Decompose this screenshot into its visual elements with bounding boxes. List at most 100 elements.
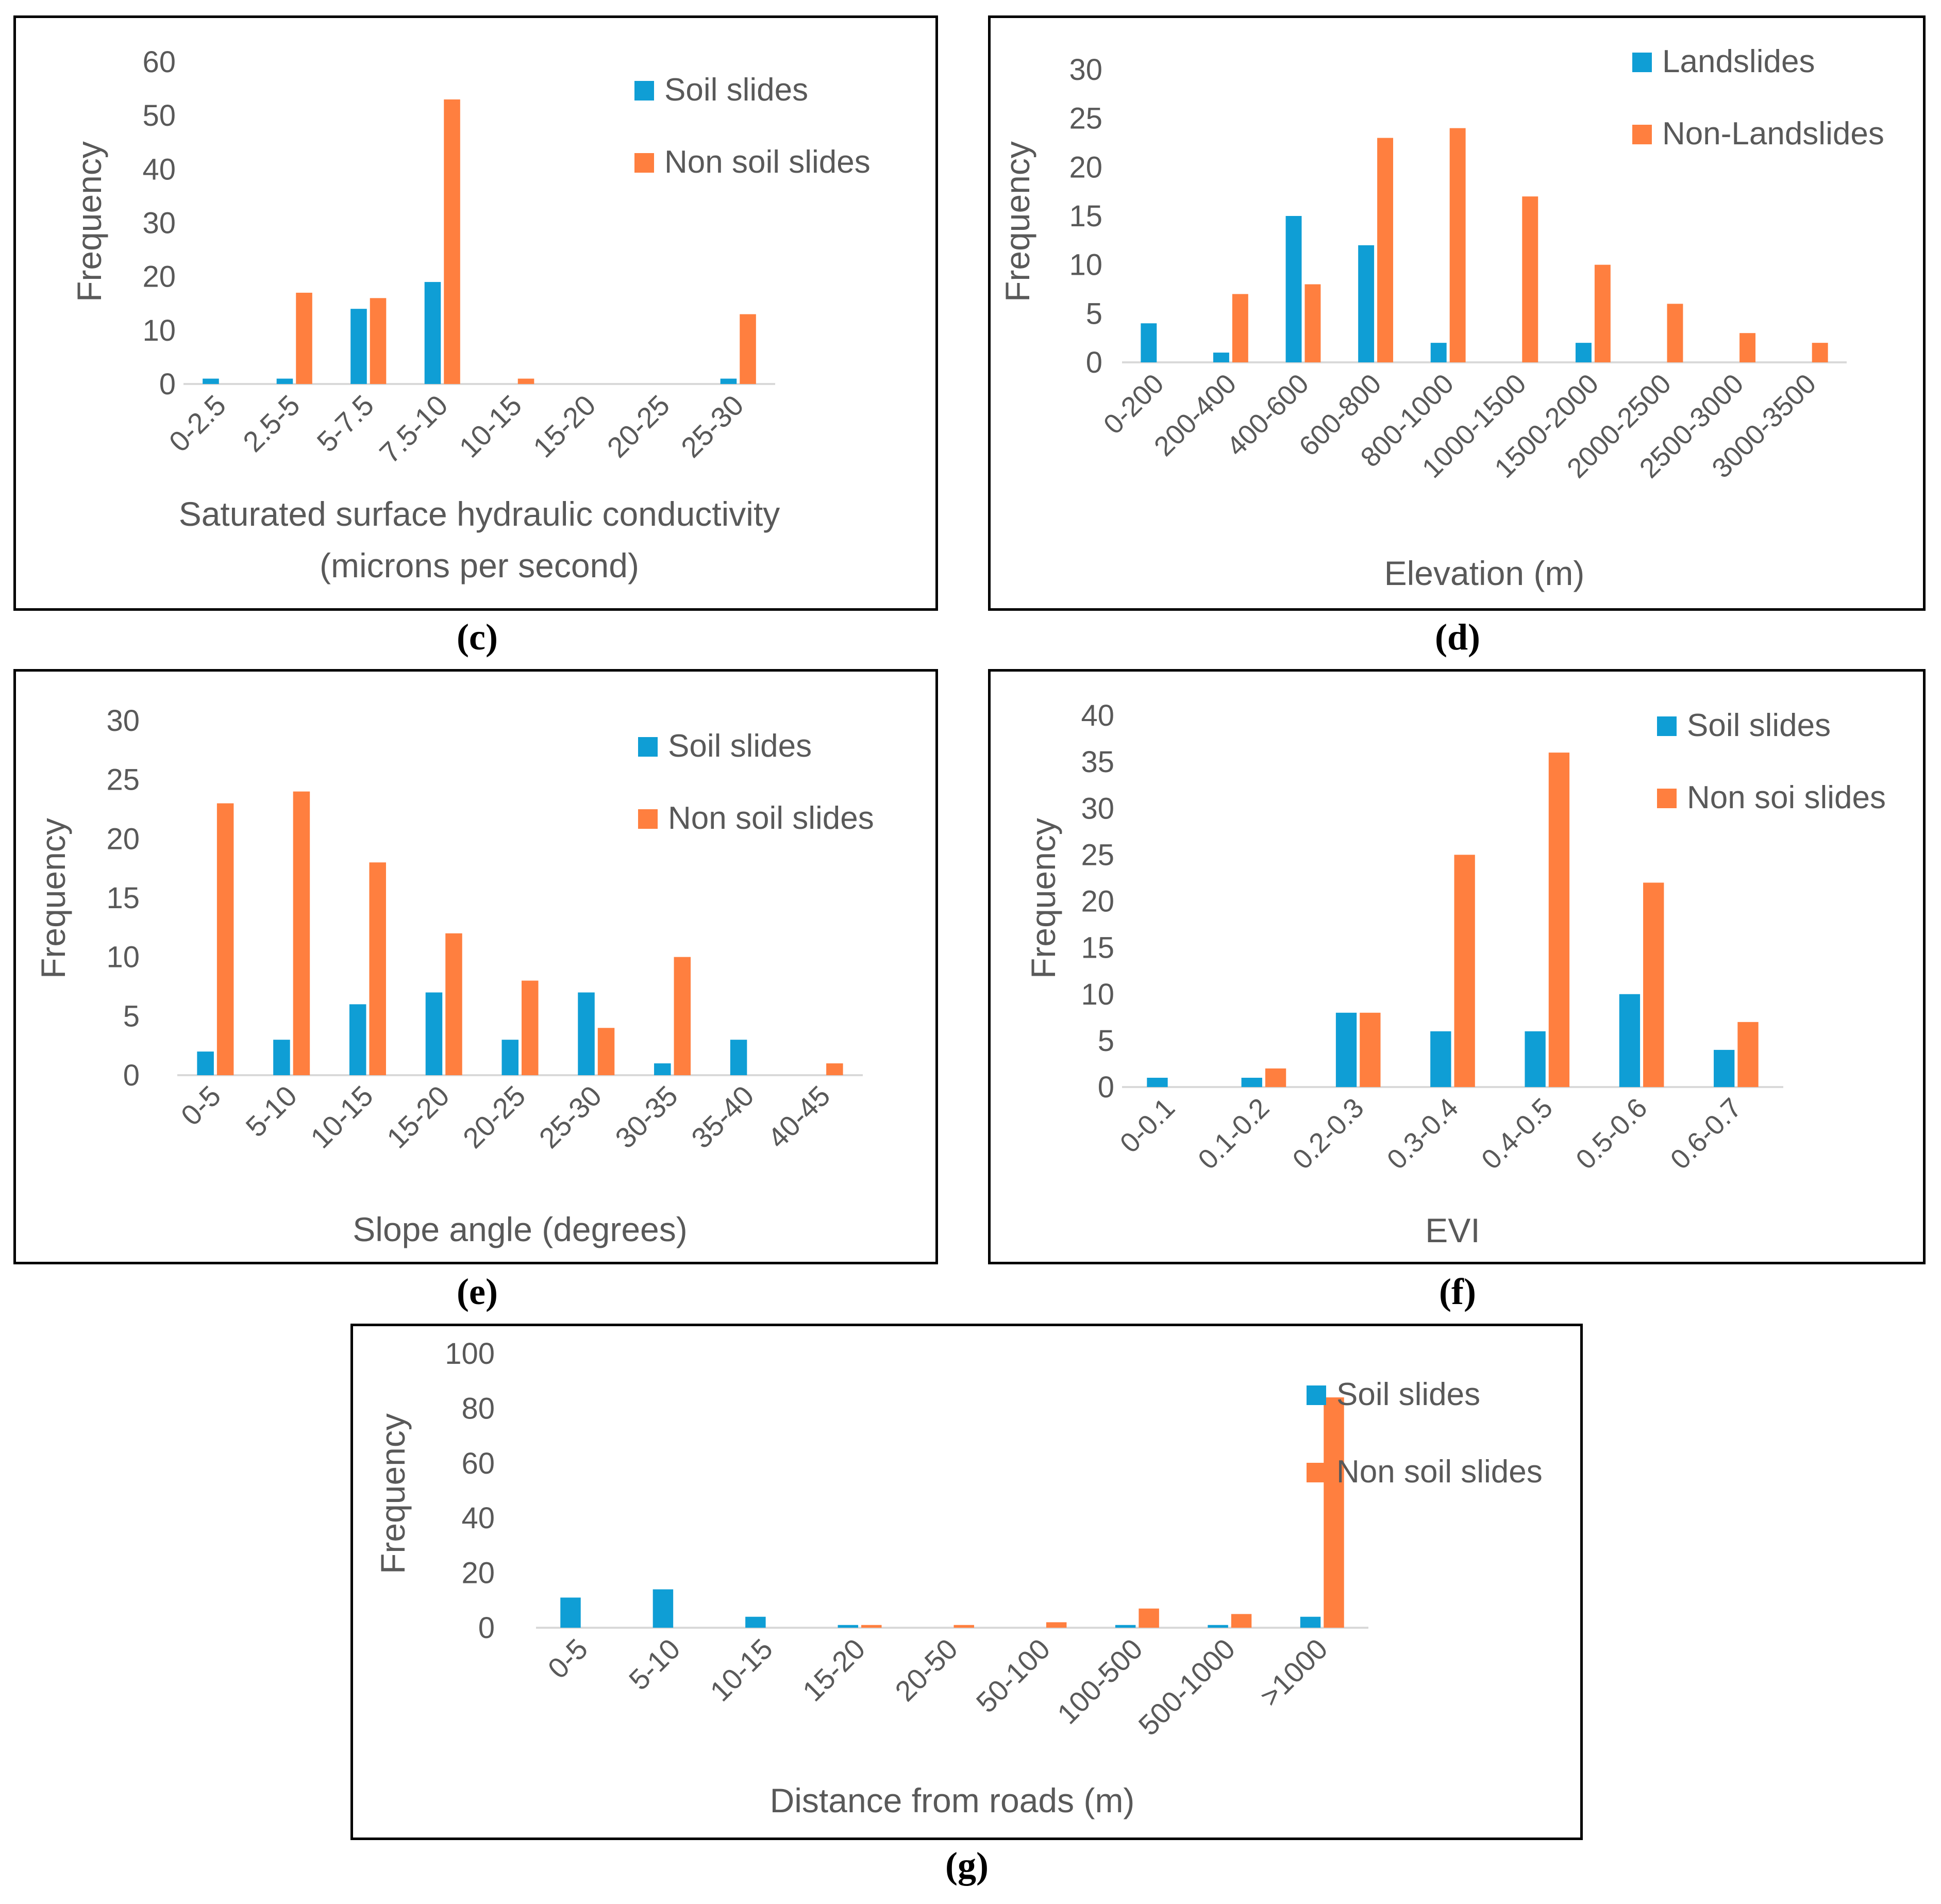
y-tick-label-c-3: 30 (142, 207, 176, 240)
y-tick-label-g-2: 40 (461, 1501, 495, 1535)
x-tick-label-f-3: 0.3-0.4 (1381, 1092, 1464, 1175)
legend-swatch-c-0 (634, 81, 654, 101)
y-tick-label-d-3: 15 (1069, 199, 1102, 233)
bar-c-s0-0 (203, 378, 219, 384)
caption-c: (c) (457, 616, 498, 658)
x-tick-label-c-2: 5-7.5 (310, 389, 380, 458)
y-axis-title-g: Frequency (374, 1413, 412, 1574)
y-axis-title-f: Frequency (1024, 818, 1062, 979)
bar-c-s1-3 (444, 99, 460, 384)
x-tick-label-g-4: 20-50 (889, 1632, 964, 1708)
bar-e-s1-4 (522, 980, 539, 1075)
legend-swatch-d-0 (1632, 53, 1652, 72)
bar-g-s0-2 (745, 1616, 766, 1628)
bar-e-s0-6 (654, 1063, 671, 1075)
x-tick-label-e-6: 30-35 (609, 1079, 684, 1155)
chart-panel-d: 0 5 10 15 20 25 30 0-200 200-400 400-600 600-800 80… (988, 15, 1926, 611)
legend-label-g-0: Soil slides (1336, 1377, 1480, 1412)
chart-panel-g: 0 20 40 60 80 100 0-5 5-10 10-15 15-20 20-50 50-100… (350, 1324, 1583, 1840)
x-tick-label-c-4: 10-15 (453, 389, 528, 464)
bar-c-s1-2 (370, 298, 387, 384)
bar-e-s1-3 (445, 933, 462, 1075)
y-tick-label-e-3: 15 (106, 881, 140, 915)
bar-e-s0-7 (730, 1040, 747, 1075)
caption-d: (d) (1434, 616, 1480, 658)
x-tick-label-e-3: 15-20 (380, 1079, 456, 1155)
x-axis-title-c-0: Saturated surface hydraulic conductivity (179, 495, 780, 533)
bar-e-s1-1 (293, 791, 310, 1075)
chart-panel-c: 0 10 20 30 40 50 60 0-2.5 2.5-5 5-7.5 7.5-10 10-15 1… (13, 15, 938, 611)
bar-e-s0-1 (273, 1040, 290, 1075)
y-tick-label-e-2: 10 (106, 941, 140, 974)
bar-c-s0-2 (350, 309, 367, 384)
bar-d-s0-4 (1430, 343, 1447, 362)
x-tick-label-f-1: 0.1-0.2 (1192, 1092, 1275, 1175)
bar-g-s1-8 (1324, 1397, 1344, 1628)
x-axis-title-f-0: EVI (1425, 1211, 1480, 1249)
y-tick-label-c-1: 10 (142, 314, 176, 347)
y-axis-title-e: Frequency (34, 818, 72, 979)
y-tick-label-f-6: 30 (1081, 792, 1114, 825)
legend-label-d-1: Non-Landslides (1662, 116, 1884, 152)
legend-swatch-d-1 (1632, 125, 1652, 144)
chart-svg-g: 0 20 40 60 80 100 0-5 5-10 10-15 15-20 20-50 50-100… (374, 1337, 1543, 1819)
x-tick-label-f-6: 0.6-0.7 (1665, 1092, 1748, 1175)
legend-label-c-0: Soil slides (664, 72, 808, 108)
x-tick-label-g-0: 0-5 (541, 1632, 594, 1685)
bar-d-s0-0 (1141, 323, 1157, 362)
bar-d-s1-3 (1377, 138, 1394, 362)
y-tick-label-f-2: 10 (1081, 978, 1114, 1011)
bar-g-s1-7 (1231, 1614, 1252, 1628)
y-tick-label-f-7: 35 (1081, 745, 1114, 779)
legend-swatch-f-1 (1657, 789, 1677, 808)
bar-d-s1-8 (1739, 333, 1756, 362)
bar-d-s1-1 (1232, 294, 1248, 362)
chart-svg-d: 0510152025300-200200-400400-600600-80080… (998, 44, 1884, 592)
x-tick-label-e-2: 10-15 (304, 1079, 379, 1155)
bar-e-s1-8 (826, 1063, 843, 1075)
y-tick-label-d-1: 5 (1086, 297, 1102, 330)
y-tick-label-e-5: 25 (106, 763, 140, 797)
bar-d-s0-6 (1575, 343, 1592, 362)
x-tick-label-c-5: 15-20 (527, 389, 602, 464)
x-axis-title-d-0: Elevation (m) (1384, 554, 1585, 592)
legend-label-e-0: Soil slides (668, 728, 812, 764)
bar-f-s1-2 (1360, 1012, 1381, 1087)
bar-d-s1-4 (1449, 128, 1466, 362)
x-tick-label-f-5: 0.5-0.6 (1570, 1092, 1653, 1175)
bar-d-s0-1 (1213, 353, 1229, 362)
bar-g-s1-4 (953, 1625, 974, 1628)
legend-label-e-1: Non soil slides (668, 800, 874, 836)
bar-e-s0-5 (578, 992, 595, 1075)
x-tick-label-g-8: >1000 (1253, 1632, 1334, 1713)
bar-e-s0-4 (501, 1040, 518, 1075)
y-tick-label-e-4: 20 (106, 822, 140, 856)
legend-swatch-e-0 (638, 737, 658, 757)
bar-e-s1-6 (674, 957, 691, 1075)
bar-e-s0-3 (425, 992, 443, 1075)
bar-e-s0-2 (349, 1004, 366, 1075)
y-tick-label-f-8: 40 (1081, 699, 1114, 732)
x-tick-label-e-1: 5-10 (239, 1079, 303, 1143)
y-tick-label-f-1: 5 (1098, 1024, 1114, 1058)
legend-swatch-e-1 (638, 809, 658, 829)
legend-label-f-1: Non soi slides (1687, 780, 1886, 815)
x-axis-title-g-0: Distance from roads (m) (770, 1781, 1135, 1819)
bar-g-s1-6 (1139, 1608, 1159, 1628)
legend-swatch-f-0 (1657, 716, 1677, 736)
y-tick-label-c-6: 60 (142, 45, 176, 79)
bar-f-s0-2 (1335, 1012, 1357, 1087)
x-tick-label-c-6: 20-25 (600, 389, 676, 464)
x-tick-label-e-8: 40-45 (761, 1079, 836, 1155)
legend-label-c-1: Non soil slides (664, 144, 871, 180)
bar-e-s1-0 (216, 803, 234, 1075)
y-tick-label-d-0: 0 (1086, 346, 1102, 379)
y-tick-label-c-5: 50 (142, 99, 176, 132)
bar-f-s1-6 (1737, 1022, 1759, 1087)
x-tick-label-c-1: 2.5-5 (237, 389, 306, 458)
bar-c-s0-1 (276, 378, 293, 384)
bar-g-s0-6 (1115, 1625, 1136, 1628)
y-tick-label-f-5: 25 (1081, 838, 1114, 872)
bar-e-s1-5 (597, 1028, 615, 1075)
bar-f-s1-3 (1454, 855, 1475, 1087)
